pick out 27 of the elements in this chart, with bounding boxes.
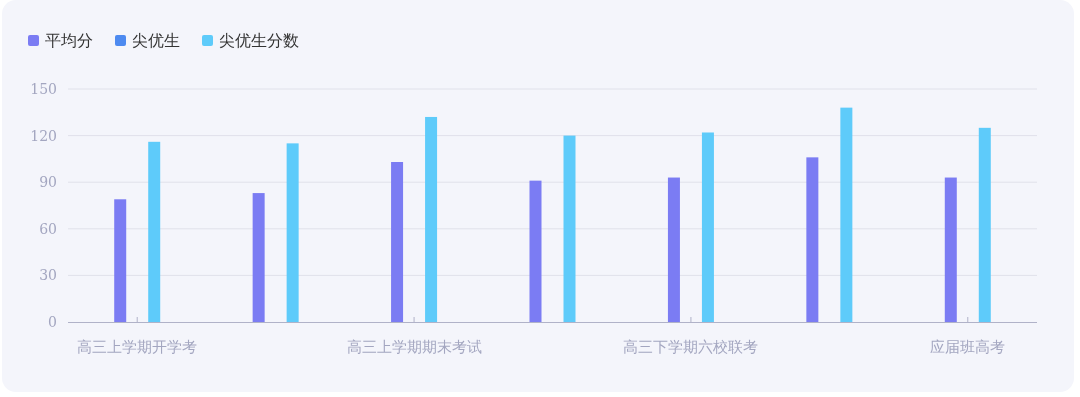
bar: [944, 177, 957, 322]
bar: [667, 177, 680, 322]
bar: [840, 107, 853, 322]
bar: [114, 199, 127, 322]
y-tick-label: 90: [39, 174, 57, 191]
x-tick-label: 应届班高考: [930, 338, 1006, 356]
x-tick-label: 高三下学期六校联考: [623, 338, 759, 356]
y-tick-label: 60: [39, 220, 57, 237]
bar: [563, 135, 576, 322]
x-tick-label: 高三上学期开学考: [77, 338, 198, 356]
bar: [286, 143, 299, 322]
y-tick-label: 150: [30, 81, 57, 97]
y-tick-label: 0: [48, 314, 57, 330]
legend-label: 尖优生: [132, 31, 180, 50]
y-tick-label: 30: [39, 267, 57, 284]
legend-label: 尖优生分数: [219, 31, 299, 50]
bar: [806, 157, 819, 322]
bar: [701, 132, 714, 322]
y-tick-label: 120: [30, 127, 57, 144]
bar: [425, 116, 438, 322]
bar: [529, 180, 542, 322]
bar: [252, 193, 265, 322]
x-tick-label: 高三上学期期末考试: [346, 338, 482, 356]
legend-label: 平均分: [45, 31, 93, 50]
bar: [148, 141, 161, 322]
bar: [391, 162, 404, 322]
bar: [978, 127, 991, 322]
